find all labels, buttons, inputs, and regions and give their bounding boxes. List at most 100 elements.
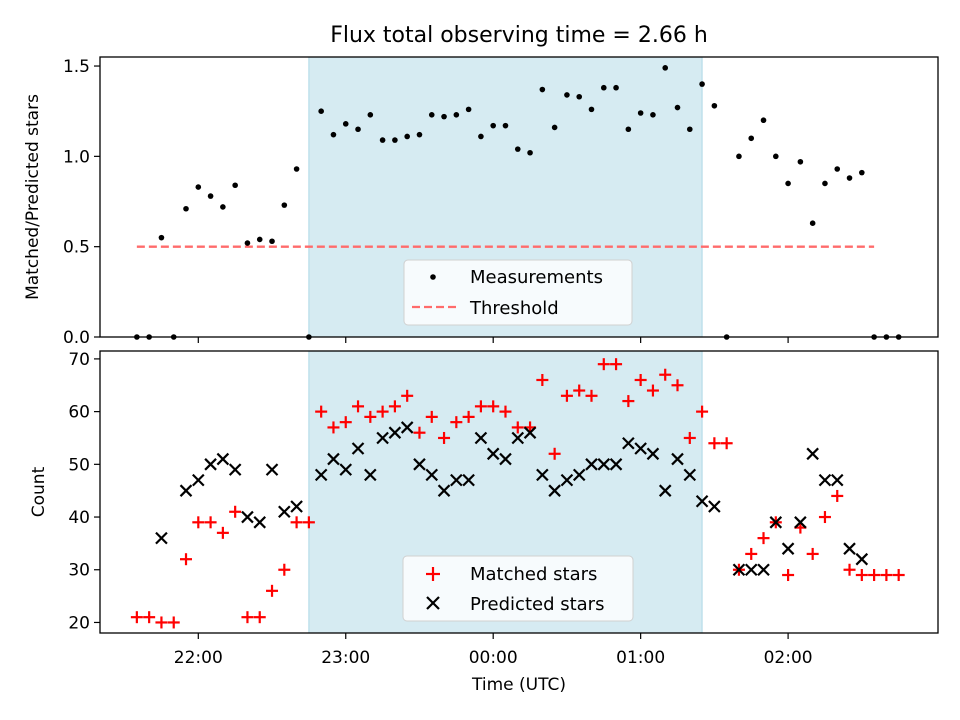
- measurement-point: [686, 126, 693, 133]
- predicted-star-point: [646, 447, 660, 461]
- measurement-point: [600, 84, 607, 91]
- y-tick-label: 60: [68, 403, 90, 423]
- matched-star-point: [818, 511, 831, 524]
- predicted-star-point: [806, 447, 819, 461]
- y-tick-label: 1.0: [63, 147, 90, 167]
- matched-star-point: [327, 421, 340, 434]
- predicted-star-point: [683, 468, 697, 482]
- predicted-star-point: [474, 431, 488, 445]
- matched-star-point: [216, 526, 229, 539]
- measurement-point: [330, 131, 337, 138]
- predicted-star-point: [560, 473, 574, 487]
- measurement-point: [527, 149, 533, 156]
- measurement-point: [625, 126, 632, 133]
- plot-frame: [99, 56, 939, 338]
- y-tick-label: 70: [68, 350, 90, 370]
- measurement-point: [318, 108, 324, 114]
- legend-label-threshold: Threshold: [469, 298, 559, 319]
- measurement-point: [244, 240, 251, 246]
- predicted-star-point: [511, 431, 525, 445]
- predicted-star-point: [499, 452, 512, 466]
- matched-star-point: [450, 416, 463, 429]
- legend-label-measurements: Measurements: [470, 267, 603, 288]
- matched-star-point: [413, 426, 426, 439]
- measurement-point: [392, 137, 398, 143]
- measurement-point: [613, 84, 619, 91]
- matched-star-point: [597, 358, 610, 371]
- measurement-point: [207, 193, 214, 199]
- predicted-star-point: [192, 473, 205, 487]
- count-axis-ticks: 20 30 40 50 60 70 22:00 23:00 00:00 01:00 02:00: [68, 350, 812, 668]
- measurement-point: [195, 184, 202, 190]
- matched-star-point: [831, 489, 844, 502]
- x-tick-label: 23:00: [321, 648, 370, 668]
- matched-star-point: [671, 379, 684, 392]
- matched-star-point: [180, 553, 193, 566]
- measurement-point: [428, 112, 435, 118]
- matched-star-point: [782, 569, 795, 582]
- y-axis-label: Count: [29, 466, 49, 517]
- matched-star-point: [499, 405, 512, 418]
- matched-star-point: [573, 384, 586, 397]
- measurement-point: [564, 92, 570, 98]
- matched-star-point: [855, 569, 868, 582]
- measurement-point: [662, 65, 669, 71]
- measurement-point: [736, 153, 742, 160]
- predicted-star-point: [536, 468, 549, 482]
- predicted-star-point: [425, 468, 439, 482]
- measurement-point: [846, 175, 853, 181]
- ratio-axis-ticks: 0.0 0.5 1.0 1.5: [63, 57, 789, 348]
- matched-star-point: [757, 532, 770, 545]
- predicted-star-point: [351, 442, 365, 455]
- measurement-point: [859, 169, 865, 176]
- x-tick-label: 00:00: [469, 648, 518, 668]
- predicted-star-point: [548, 484, 561, 497]
- measurement-point: [416, 131, 423, 138]
- matched-star-point: [339, 416, 352, 429]
- legend-box: [403, 259, 633, 326]
- matched-star-point: [253, 611, 266, 624]
- matched-star-point: [610, 358, 623, 371]
- legend-label-predicted: Predicted stars: [470, 594, 604, 615]
- matched-star-point: [167, 616, 180, 629]
- y-axis-label: Matched/Predicted stars: [23, 94, 43, 300]
- predicted-star-point: [781, 542, 795, 555]
- count-marks: [130, 358, 905, 629]
- predicted-star-point: [585, 458, 598, 471]
- predicted-star-point: [597, 458, 611, 471]
- measurement-point: [551, 124, 558, 131]
- predicted-star-point: [339, 463, 353, 476]
- matched-star-point: [130, 611, 143, 624]
- measurement-point: [760, 117, 767, 124]
- chart-title: Flux total observing time = 2.66 h: [330, 23, 708, 48]
- predicted-star-point: [462, 473, 475, 487]
- matched-star-point: [720, 437, 733, 450]
- predicted-star-point: [658, 484, 672, 497]
- predicted-star-point: [327, 452, 340, 466]
- measurement-point: [588, 106, 595, 113]
- x-axis-label: Time (UTC): [471, 675, 566, 695]
- predicted-star-point: [732, 563, 746, 577]
- matched-star-point: [892, 569, 905, 582]
- predicted-star-point: [278, 505, 291, 519]
- predicted-star-point: [634, 442, 647, 455]
- measurement-point: [785, 180, 791, 187]
- x-tick-label: 01:00: [616, 648, 665, 668]
- measurement-point: [367, 112, 374, 118]
- predicted-star-point: [523, 426, 537, 439]
- matched-star-point: [376, 405, 389, 418]
- predicted-star-point: [241, 510, 254, 524]
- matched-star-point: [302, 516, 315, 529]
- measurement-point: [650, 112, 656, 118]
- predicted-star-point: [228, 463, 242, 476]
- predicted-star-point: [400, 421, 414, 434]
- predicted-star-point: [204, 458, 217, 471]
- measurement-point: [158, 234, 165, 241]
- matched-star-point: [155, 616, 168, 629]
- predicted-star-point: [253, 516, 267, 529]
- measurement-point: [355, 126, 361, 133]
- measurement-point: [637, 110, 644, 116]
- measurement-point: [220, 204, 226, 210]
- x-tick-label: 02:00: [764, 648, 813, 668]
